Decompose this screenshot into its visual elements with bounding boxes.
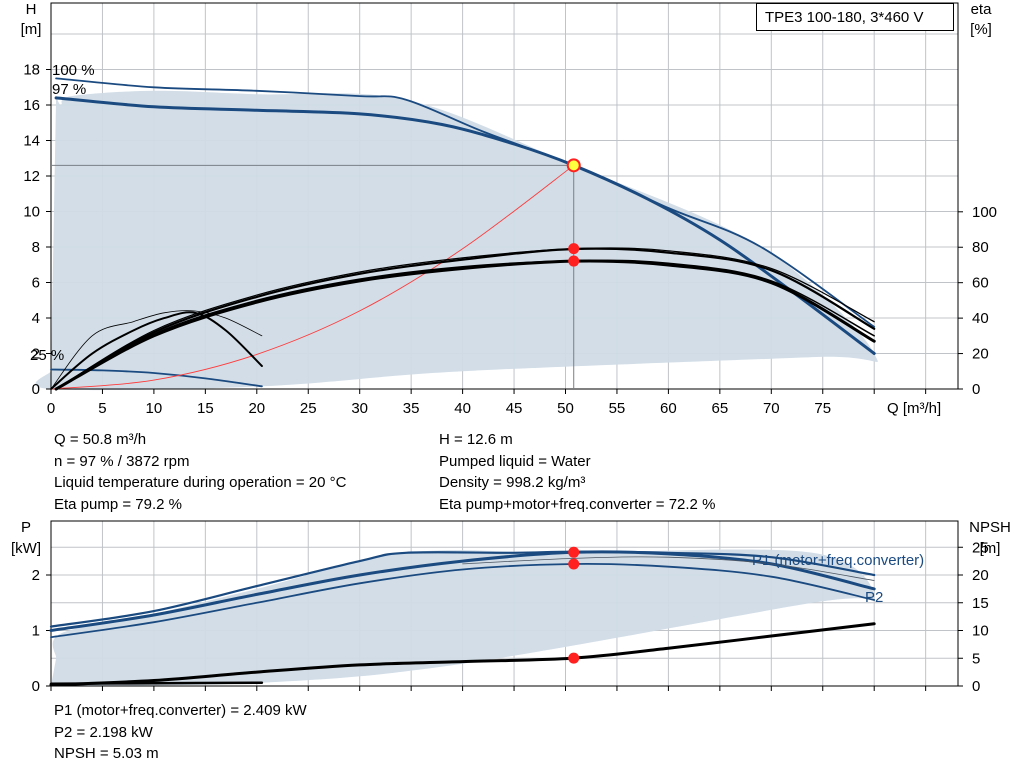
series-line-eta-total-100-6 — [55, 259, 875, 390]
y-tick-label: 12 — [23, 168, 40, 185]
npsh-tick-label: 10 — [972, 623, 989, 640]
info-head: H = 12.6 m — [439, 431, 513, 448]
power-series-line-p-25-5 — [49, 681, 264, 686]
info-eta-pump: Eta pump = 79.2 % — [54, 495, 182, 513]
y-axis-unit: [m] — [21, 21, 42, 38]
y-tick-label: 10 — [23, 204, 40, 221]
npsh-tick-label: 0 — [972, 678, 980, 695]
power-panel-frame — [50, 520, 959, 687]
power-series-line-p1-97-1 — [49, 550, 876, 632]
speed-label: 100 % — [52, 62, 95, 79]
y-tick-label: 4 — [32, 310, 40, 327]
head-panel-frame — [50, 2, 959, 390]
series-line-eta-total-97-7 — [54, 259, 876, 391]
series-line-system-3 — [50, 164, 575, 390]
x-tick-label: 35 — [403, 400, 420, 417]
op-point-eta-total — [568, 255, 580, 267]
pump-model-label: TPE3 100-180, 3*460 V — [756, 3, 954, 31]
y-tick-label: 16 — [23, 97, 40, 114]
info-p2: P2 = 2.198 kW — [54, 723, 153, 741]
y-tick-label: 2 — [32, 346, 40, 363]
x-tick-label: 0 — [47, 400, 55, 417]
p-tick-label: 0 — [32, 678, 40, 695]
series-line-head-0 — [55, 77, 876, 328]
power-op-point-1 — [568, 558, 580, 570]
y2-tick-label: 40 — [972, 310, 989, 327]
x-tick-label: 45 — [506, 400, 523, 417]
info-bottom: P1 (motor+freq.converter) = 2.409 kW P2 … — [54, 700, 307, 765]
x-tick-label: 5 — [98, 400, 106, 417]
y-tick-label: 0 — [32, 381, 40, 398]
power-series-line-p1-100-0 — [49, 550, 876, 628]
power-operating-area — [51, 549, 875, 686]
speed-label: 97 % — [52, 81, 86, 98]
y2-axis-unit: [%] — [970, 21, 992, 38]
x-tick-label: 30 — [351, 400, 368, 417]
info-top-right: H = 12.6 m Pumped liquid = Water Density… — [439, 429, 715, 515]
power-op-point-0 — [568, 546, 580, 558]
x-tick-label: 50 — [557, 400, 574, 417]
npsh-axis-label: NPSH — [969, 519, 1011, 536]
power-series-label: P1 (motor+freq.converter) — [752, 552, 924, 569]
x-tick-label: 20 — [248, 400, 265, 417]
series-line-eta-pump-100-4 — [55, 247, 875, 390]
x-tick-label: 60 — [660, 400, 677, 417]
power-op-point-2 — [568, 652, 580, 664]
npsh-tick-label: 15 — [972, 595, 989, 612]
info-p1: P1 (motor+freq.converter) = 2.409 kW — [54, 702, 307, 719]
series-line-eta-pump-25-8 — [50, 310, 263, 390]
p-tick-label: 1 — [32, 623, 40, 640]
p-axis-unit: [kW] — [11, 540, 41, 557]
power-series-line-p2-thin-3 — [462, 556, 875, 581]
speed-label: 25 % — [30, 347, 64, 364]
x-tick-label: 75 — [814, 400, 831, 417]
p-tick-label: 2 — [32, 567, 40, 584]
x-tick-label: 40 — [454, 400, 471, 417]
y2-tick-label: 60 — [972, 275, 989, 292]
y2-tick-label: 20 — [972, 346, 989, 363]
npsh-tick-label: 20 — [972, 567, 989, 584]
y-tick-label: 18 — [23, 62, 40, 79]
info-density: Density = 998.2 kg/m³ — [439, 474, 586, 491]
y-tick-label: 8 — [32, 239, 40, 256]
power-series-line-p2-2 — [50, 562, 876, 639]
info-npsh: NPSH = 5.03 m — [54, 745, 159, 762]
x-tick-label: 55 — [609, 400, 626, 417]
y2-tick-label: 0 — [972, 381, 980, 398]
info-top-left: Q = 50.8 m³/h n = 97 % / 3872 rpm Liquid… — [54, 429, 346, 515]
y-tick-label: 6 — [32, 275, 40, 292]
info-liquid-temperature: Liquid temperature during operation = 20… — [54, 474, 347, 491]
info-flow: Q = 50.8 m³/h — [54, 431, 147, 448]
y-tick-label: 14 — [23, 133, 40, 150]
p-axis-label: P — [21, 519, 31, 536]
y2-tick-label: 80 — [972, 239, 989, 256]
op-point-eta-pump — [568, 243, 580, 255]
x-tick-label: 70 — [763, 400, 780, 417]
x-axis-label: Q [m³/h] — [887, 400, 941, 417]
x-tick-label: 65 — [712, 400, 729, 417]
npsh-tick-label: 25 — [972, 539, 989, 556]
npsh-tick-label: 5 — [972, 650, 980, 667]
info-pumped-liquid: Pumped liquid = Water — [439, 452, 591, 470]
y-axis-label: H — [26, 1, 37, 18]
series-line-eta-pump-97-5 — [55, 247, 876, 391]
info-eta-total: Eta pump+motor+freq.converter = 72.2 % — [439, 495, 716, 513]
power-series-line-npsh-4 — [49, 622, 876, 687]
series-line-eta-total-25-9 — [50, 311, 263, 390]
x-tick-label: 25 — [300, 400, 317, 417]
power-series-label: P2 — [865, 589, 883, 606]
info-speed: n = 97 % / 3872 rpm — [54, 452, 190, 470]
x-tick-label: 10 — [146, 400, 163, 417]
op-point-head — [566, 158, 581, 173]
y2-axis-label: eta — [971, 1, 993, 18]
y2-tick-label: 100 — [972, 204, 997, 221]
npsh-axis-unit: [m] — [980, 540, 1001, 557]
series-line-head-1 — [54, 96, 876, 355]
x-tick-label: 15 — [197, 400, 214, 417]
